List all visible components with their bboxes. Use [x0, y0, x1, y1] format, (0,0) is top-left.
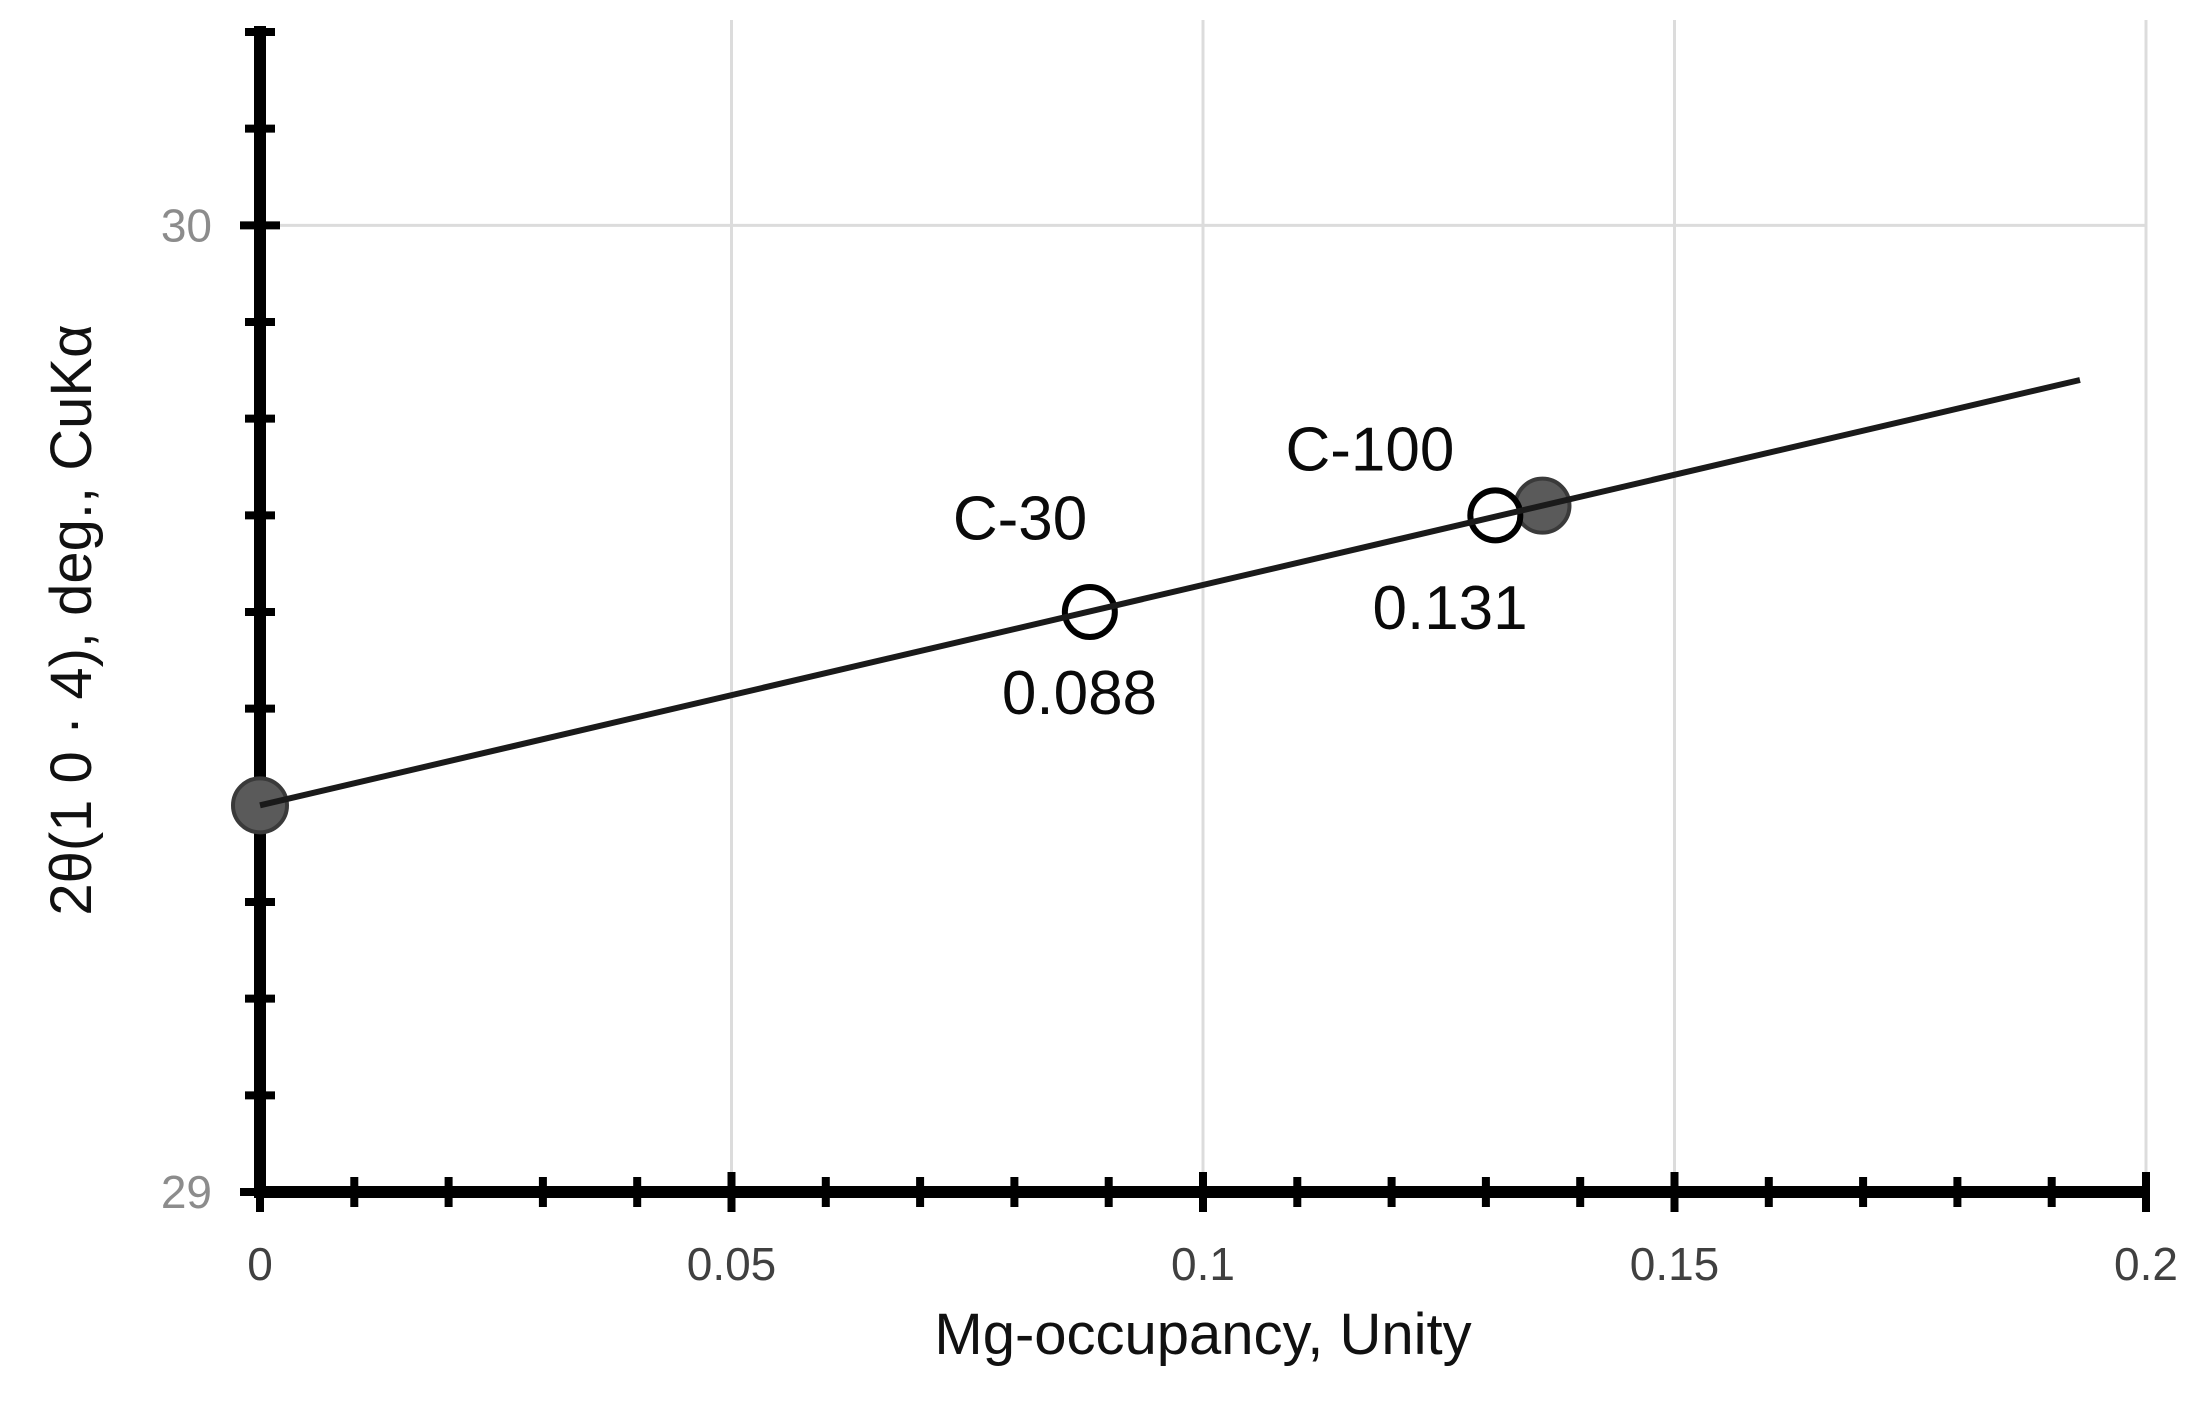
trendline: [259, 377, 2081, 809]
x-tick-label: 0.2: [2114, 1238, 2178, 1290]
x-axis-title: Mg-occupancy, Unity: [934, 1302, 1472, 1367]
y-axis-title: 2θ(1 0 · 4), deg., CuKα: [39, 324, 104, 916]
x-tick-label: 0: [247, 1238, 273, 1290]
y-tick-label: 29: [161, 1166, 212, 1218]
annotation-label: 0.131: [1372, 574, 1527, 643]
y-tick-label: 30: [161, 199, 212, 251]
x-tick-label: 0.1: [1171, 1238, 1235, 1290]
annotation-label: C-100: [1285, 416, 1454, 485]
x-tick-label: 0.05: [687, 1238, 777, 1290]
annotation-label: 0.088: [1002, 659, 1157, 728]
x-tick-label: 0.15: [1630, 1238, 1720, 1290]
annotation-label: C-30: [953, 484, 1087, 553]
